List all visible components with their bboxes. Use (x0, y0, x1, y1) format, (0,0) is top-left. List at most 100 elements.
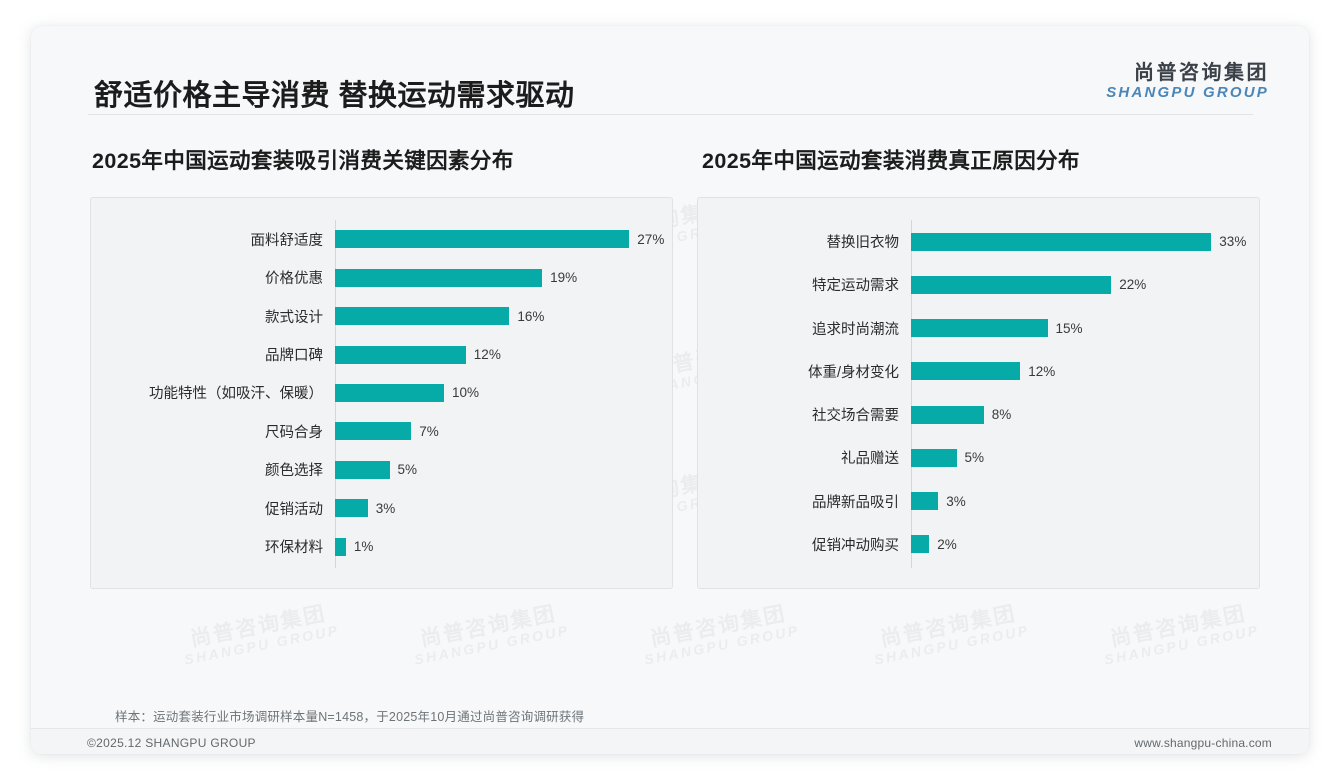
bar-track: 8% (911, 404, 1259, 426)
bar (911, 535, 930, 554)
slide-footer: ©2025.12 SHANGPU GROUP www.shangpu-china… (31, 729, 1309, 754)
bar-track: 2% (911, 533, 1259, 555)
bar-track: 16% (335, 305, 672, 327)
bar-row: 特定运动需求 22% (698, 274, 1259, 296)
bar-value-label: 3% (946, 493, 966, 509)
chart-title-right: 2025年中国运动套装消费真正原因分布 (702, 149, 1080, 173)
bar-track: 7% (335, 420, 672, 442)
bar-value-label: 5% (964, 450, 985, 466)
bar (911, 492, 939, 511)
bar-row: 品牌新品吸引 3% (698, 490, 1259, 512)
bar (911, 232, 1212, 251)
bar-track: 27% (335, 228, 672, 250)
bar-row: 尺码合身 7% (91, 420, 672, 442)
bar (335, 537, 346, 556)
bar-value-label: 10% (452, 385, 480, 401)
bar-row: 品牌口碑 12% (91, 344, 672, 366)
bar (335, 383, 444, 402)
bar (911, 405, 984, 424)
bar-track: 15% (911, 317, 1259, 339)
sample-footnote: 样本：运动套装行业市场调研样本量N=1458，于2025年10月通过尚普咨询调研… (115, 710, 585, 724)
slide-header: 舒适价格主导消费 替换运动需求驱动 尚普咨询集团 SHANGPU GROUP (31, 26, 1309, 118)
bar-row: 礼品赠送 5% (698, 447, 1259, 469)
bar-track: 12% (335, 344, 672, 366)
bar-category-label: 品牌口碑 (265, 348, 323, 365)
bar-value-label: 7% (419, 423, 439, 439)
chart-title-left: 2025年中国运动套装吸引消费关键因素分布 (92, 149, 514, 173)
bar-row: 促销活动 3% (91, 497, 672, 519)
bar-value-label: 2% (937, 536, 957, 552)
logo-english-text: SHANGPU GROUP (1106, 84, 1269, 102)
chart-panel-left: 面料舒适度 27% 价格优惠 19% 款式设计 16% 品牌口碑 12% 功能特性（如吸汗、保暖… (90, 197, 673, 589)
bar-value-label: 12% (473, 347, 501, 363)
bar-category-label: 追求时尚潮流 (812, 321, 899, 338)
bar-track: 3% (911, 490, 1259, 512)
bar-category-label: 款式设计 (265, 309, 323, 326)
bar-category-label: 社交场合需要 (812, 408, 899, 425)
chart-column-right: 2025年中国运动套装消费真正原因分布 替换旧衣物 33% 特定运动需求 22% 追求时… (697, 144, 1260, 589)
bar-track: 12% (911, 360, 1259, 382)
bar-rows-left: 面料舒适度 27% 价格优惠 19% 款式设计 16% 品牌口碑 12% 功能特性（如吸汗、保暖… (91, 220, 672, 566)
bar-row: 面料舒适度 27% (91, 228, 672, 250)
bar (911, 448, 957, 467)
bar-row: 价格优惠 19% (91, 267, 672, 289)
bar-value-label: 3% (375, 500, 396, 516)
bar-row: 替换旧衣物 33% (698, 231, 1259, 253)
page-title: 舒适价格主导消费 替换运动需求驱动 (94, 80, 575, 112)
bar-row: 追求时尚潮流 15% (698, 317, 1259, 339)
bar (911, 362, 1021, 381)
bar-chart-left: 面料舒适度 27% 价格优惠 19% 款式设计 16% 品牌口碑 12% 功能特性（如吸汗、保暖… (91, 198, 672, 588)
bar-value-label: 33% (1219, 234, 1247, 250)
header-divider (88, 114, 1253, 115)
bar-value-label: 15% (1055, 320, 1083, 336)
bar (335, 460, 390, 479)
bar (911, 319, 1048, 338)
bar-category-label: 品牌新品吸引 (812, 494, 899, 511)
bar-value-label: 27% (637, 231, 665, 247)
bar-value-label: 1% (353, 539, 374, 555)
brand-logo: 尚普咨询集团 SHANGPU GROUP (1106, 62, 1269, 102)
copyright-text: ©2025.12 SHANGPU GROUP (87, 736, 256, 750)
bar-value-label: 22% (1119, 277, 1147, 293)
bar-category-label: 礼品赠送 (841, 451, 899, 468)
bar (335, 307, 510, 326)
bar-track: 1% (335, 536, 672, 558)
bar (335, 422, 412, 441)
bar-value-label: 16% (517, 308, 545, 324)
bar-row: 社交场合需要 8% (698, 404, 1259, 426)
bar-track: 5% (911, 447, 1259, 469)
bar-category-label: 尺码合身 (265, 424, 323, 441)
bar (335, 499, 368, 518)
bar-category-label: 体重/身材变化 (807, 364, 899, 381)
bar-value-label: 5% (397, 462, 418, 478)
bar (335, 230, 630, 249)
bar-row: 颜色选择 5% (91, 459, 672, 481)
bar-category-label: 替换旧衣物 (826, 235, 900, 252)
bar-value-label: 12% (1028, 363, 1056, 379)
bar-category-label: 促销活动 (265, 501, 323, 518)
bar-chart-right: 替换旧衣物 33% 特定运动需求 22% 追求时尚潮流 15% 体重/身材变化 12% 社交场合… (698, 198, 1259, 588)
bar-track: 5% (335, 459, 672, 481)
bar-rows-right: 替换旧衣物 33% 特定运动需求 22% 追求时尚潮流 15% 体重/身材变化 12% 社交场合… (698, 220, 1259, 566)
bar-row: 功能特性（如吸汗、保暖） 10% (91, 382, 672, 404)
logo-chinese-text: 尚普咨询集团 (1134, 62, 1269, 84)
bar-row: 促销冲动购买 2% (698, 533, 1259, 555)
bar-category-label: 特定运动需求 (812, 278, 899, 295)
bar-row: 款式设计 16% (91, 305, 672, 327)
bar-track: 33% (911, 231, 1259, 253)
bar-category-label: 环保材料 (265, 540, 323, 557)
bar-row: 环保材料 1% (91, 536, 672, 558)
bar-value-label: 8% (991, 407, 1012, 423)
website-link[interactable]: www.shangpu-china.com (1134, 736, 1272, 750)
bar-category-label: 面料舒适度 (250, 232, 324, 249)
chart-axis-line-right (911, 220, 912, 568)
bar-category-label: 颜色选择 (265, 463, 323, 480)
bar-category-label: 价格优惠 (265, 271, 323, 288)
chart-panel-right: 替换旧衣物 33% 特定运动需求 22% 追求时尚潮流 15% 体重/身材变化 12% 社交场合… (697, 197, 1260, 589)
bar-category-label: 功能特性（如吸汗、保暖） (149, 386, 323, 403)
